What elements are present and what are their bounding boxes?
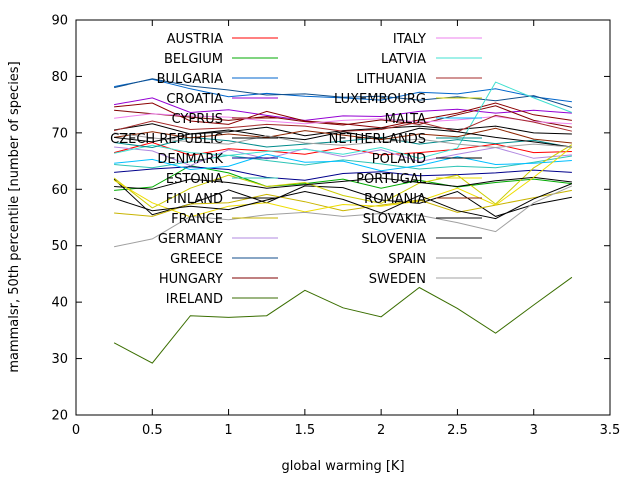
legend-label: ESTONIA [166,172,223,187]
legend-label: FINLAND [166,192,223,207]
x-tick-label: 1.5 [295,423,316,438]
y-tick-label: 80 [51,70,68,85]
y-tick-label: 20 [51,409,68,424]
y-tick-label: 40 [51,296,68,311]
x-tick-label: 3.5 [600,423,621,438]
series-line-ireland [113,276,573,364]
legend-label: GREECE [170,252,223,267]
y-tick-label: 70 [51,126,68,141]
legend-label: CYPRUS [172,112,223,127]
series-line-slovenia [114,127,572,148]
legend-label: SPAIN [388,252,426,267]
series-line-cyprus [114,102,572,129]
legend-label: LUXEMBOURG [334,92,426,107]
legend-label: DENMARK [157,152,223,167]
legend-label: NETHERLANDS [329,132,426,147]
x-tick-label: 3 [530,423,538,438]
legend-label: SLOVAKIA [363,212,426,227]
legend-label: BELGIUM [164,52,223,67]
series-line-estonia [114,154,572,170]
x-tick-label: 0 [72,423,80,438]
axis-ticks: 0 0.5 1 1.5 2 2.5 3 3.5 20 30 40 50 60 70 80 90 [51,14,620,439]
series-line-romania [114,127,572,144]
legend: AUSTRIA BELGIUM BULGARIA CROATIA CYPRUS CZECH… [110,32,482,307]
y-tick-label: 90 [51,14,68,29]
legend-label: SWEDEN [369,272,426,287]
series-line-poland [114,176,572,190]
legend-label: IRELAND [166,292,223,307]
series-line-slovakia [113,183,573,220]
legend-label: CZECH REPUBLIC [110,132,223,147]
legend-label: ROMANIA [364,192,426,207]
series-line-greece [113,78,573,108]
y-tick-label: 60 [51,183,68,198]
y-tick-label: 50 [51,239,68,254]
legend-label: PORTUGAL [356,172,427,187]
series-line-croatia [114,97,572,121]
series-line-malta [114,153,572,172]
legend-label: FRANCE [171,212,223,227]
legend-label: GERMANY [158,232,223,247]
series-line-bulgaria [114,78,572,103]
x-tick-label: 0.5 [142,423,163,438]
series-line-italy [114,113,572,125]
x-tick-label: 1 [224,423,232,438]
legend-label: BULGARIA [157,72,224,87]
legend-label: LITHUANIA [356,72,426,87]
x-tick-label: 2 [377,423,385,438]
legend-label: AUSTRIA [167,32,223,47]
series-line-spain [114,132,572,149]
x-axis-label: global warming [K] [281,459,404,474]
legend-label: LATVIA [381,52,426,67]
legend-label: POLAND [372,152,426,167]
legend-label: HUNGARY [159,272,223,287]
series-line-latvia [113,81,573,159]
series-line-denmark [114,166,572,181]
y-tick-label: 30 [51,352,68,367]
legend-label: SLOVENIA [361,232,426,247]
x-tick-label: 2.5 [447,423,468,438]
series-line-hungary [114,105,572,128]
legend-label: MALTA [385,112,426,127]
legend-label: ITALY [393,32,426,47]
series-lines [113,78,573,364]
plot-frame [75,19,611,416]
legend-label: CROATIA [166,92,223,107]
y-axis-label: mammalsr, 50th percentile [number of spe… [7,61,22,372]
series-line-sweden [113,185,573,248]
series-line-luxembourg [113,144,573,209]
